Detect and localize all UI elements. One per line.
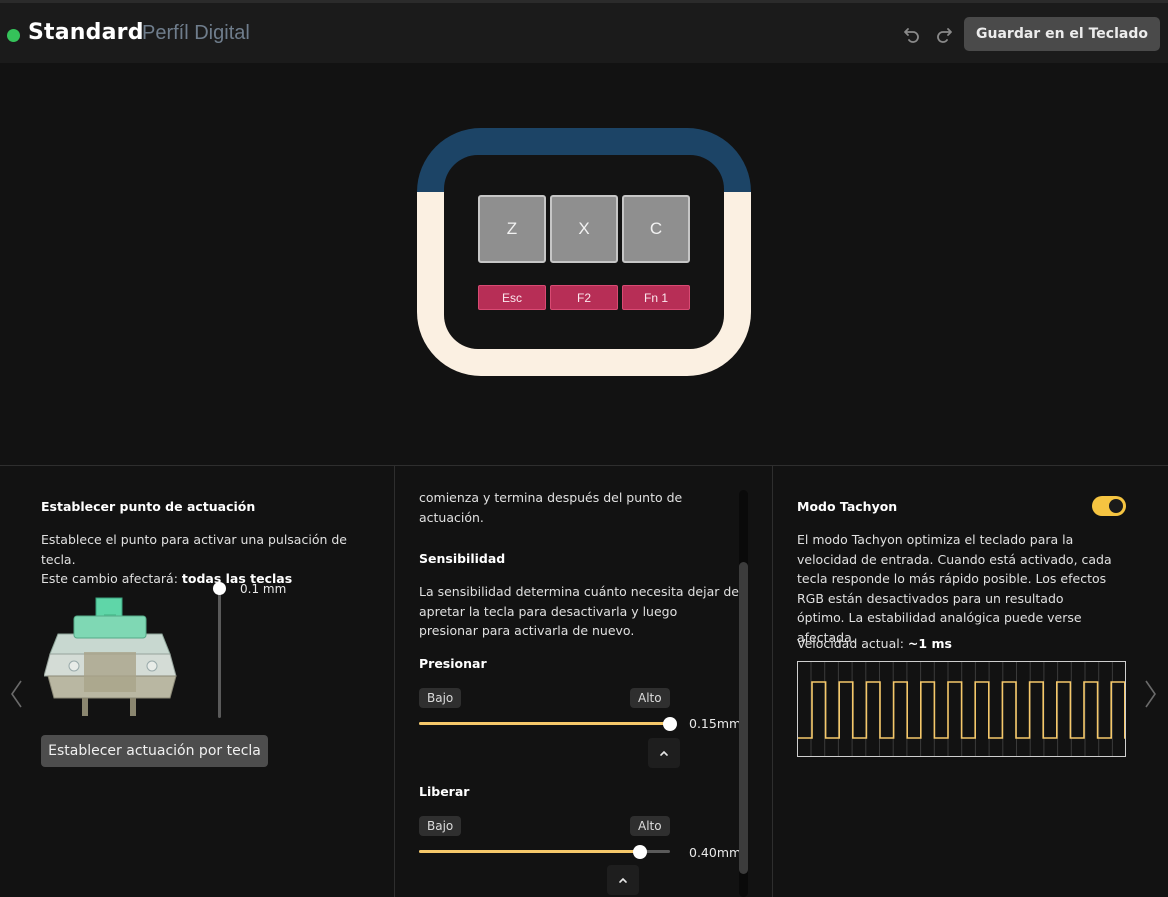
actuation-title: Establecer punto de actuación — [41, 499, 256, 514]
actuation-affects: Este cambio afectará: todas las teclas — [41, 569, 371, 589]
release-high-label: Alto — [630, 816, 670, 836]
sensitivity-text: La sensibilidad determina cuánto necesit… — [419, 584, 739, 638]
release-low-label: Bajo — [419, 816, 462, 836]
key-x[interactable]: X — [550, 195, 618, 263]
chevron-up-icon — [619, 877, 627, 883]
press-high-label: Alto — [630, 688, 670, 708]
tachyon-speed: Velocidad actual: ~1 ms — [797, 634, 1127, 654]
actuation-description: Establece el punto para activar una puls… — [41, 532, 347, 567]
chevron-up-icon — [660, 750, 668, 756]
actuation-value: 0.1 mm — [240, 582, 287, 596]
release-slider-fill — [419, 850, 640, 853]
release-label: Liberar — [419, 784, 470, 799]
status-dot — [7, 29, 20, 42]
tachyon-toggle[interactable] — [1092, 496, 1126, 516]
sensitivity-scrollbar[interactable] — [739, 490, 748, 897]
press-low-label: Bajo — [419, 688, 462, 708]
sensitivity-panel: comienza y termina después del punto de … — [395, 466, 773, 897]
top-strip — [0, 0, 1168, 3]
sensitivity-title: Sensibilidad — [419, 551, 506, 566]
release-slider-thumb[interactable] — [632, 845, 647, 859]
waveform-graph — [798, 662, 1126, 756]
key-switch-icon — [44, 597, 177, 716]
speed-value: ~1 ms — [907, 636, 952, 651]
tachyon-description: El modo Tachyon optimiza el teclado para… — [797, 532, 1112, 645]
undo-icon[interactable] — [901, 23, 923, 45]
tachyon-panel: Modo Tachyon El modo Tachyon optimiza el… — [773, 466, 1168, 897]
toggle-knob — [1109, 499, 1123, 513]
settings-panels: Establecer punto de actuación Establece … — [0, 465, 1168, 897]
profile-subtitle: Perfíl Digital — [142, 22, 250, 44]
keyboard-inner: Z X C Esc F2 Fn 1 — [444, 155, 724, 349]
save-to-keyboard-button[interactable]: Guardar en el Teclado — [964, 17, 1160, 51]
square-wave — [798, 681, 1126, 739]
keyboard-stage: Z X C Esc F2 Fn 1 — [0, 63, 1168, 465]
affects-value: todas las teclas — [181, 571, 293, 586]
key-z[interactable]: Z — [478, 195, 546, 263]
affects-prefix: Este cambio afectará: — [41, 571, 182, 586]
press-label: Presionar — [419, 656, 487, 671]
tachyon-title: Modo Tachyon — [797, 499, 898, 514]
tachyon-waveform — [797, 661, 1126, 757]
profile-name[interactable]: Standard — [28, 20, 144, 45]
key-c[interactable]: C — [622, 195, 690, 263]
actuation-slider-track[interactable] — [218, 590, 221, 718]
release-value: 0.40mm — [689, 845, 742, 860]
key-esc[interactable]: Esc — [478, 285, 546, 310]
key-f2[interactable]: F2 — [550, 285, 618, 310]
actuation-slider-thumb[interactable] — [213, 582, 226, 595]
scrollbar-thumb[interactable] — [739, 562, 748, 874]
key-fn1[interactable]: Fn 1 — [622, 285, 690, 310]
speed-label: Velocidad actual: — [797, 636, 908, 651]
press-slider-track[interactable] — [419, 722, 670, 725]
redo-icon[interactable] — [933, 23, 955, 45]
release-collapse-button[interactable] — [607, 865, 639, 895]
press-slider-fill — [419, 722, 670, 725]
press-value: 0.15mm — [689, 716, 742, 731]
rapid-trigger-intro: comienza y termina después del punto de … — [419, 490, 683, 525]
chevron-right-icon[interactable] — [1143, 678, 1159, 710]
header: Standard Perfíl Digital Guardar en el Te… — [0, 3, 1168, 63]
press-slider-thumb[interactable] — [663, 717, 677, 731]
press-collapse-button[interactable] — [648, 738, 680, 768]
release-slider-track[interactable] — [419, 850, 670, 853]
keyboard-preview: Z X C Esc F2 Fn 1 — [417, 128, 751, 376]
actuation-panel: Establecer punto de actuación Establece … — [0, 466, 395, 897]
per-key-actuation-button[interactable]: Establecer actuación por tecla — [41, 735, 268, 767]
chevron-left-icon[interactable] — [8, 678, 24, 710]
